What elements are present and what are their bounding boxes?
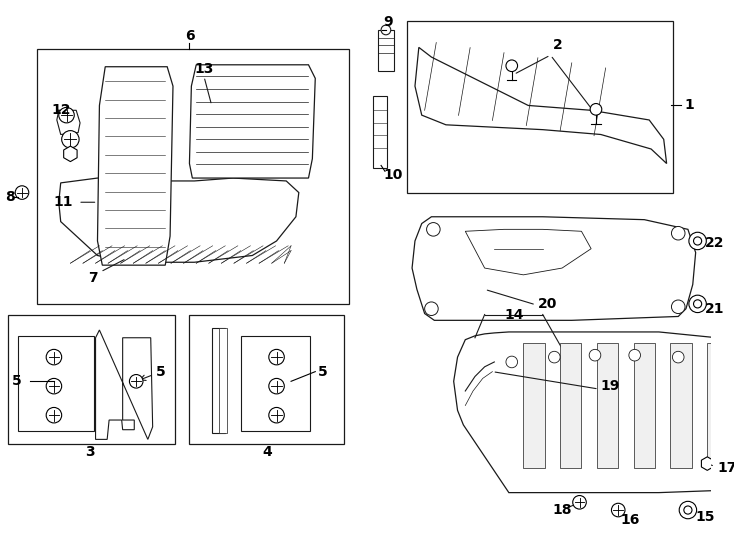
Circle shape [689,232,706,249]
Text: 19: 19 [601,379,620,393]
Circle shape [713,359,724,370]
Circle shape [426,222,440,236]
Text: 1: 1 [684,98,694,112]
Circle shape [381,25,390,35]
Bar [670,342,691,468]
Circle shape [629,349,641,361]
Polygon shape [412,217,696,320]
Bar [18,336,94,431]
Text: 15: 15 [696,510,715,524]
Circle shape [62,131,79,148]
Circle shape [506,60,517,72]
Text: 5: 5 [156,364,165,379]
Bar [407,21,673,193]
Bar [211,328,225,433]
Circle shape [269,349,284,365]
Bar [378,30,393,71]
Bar [8,314,175,444]
Text: 20: 20 [538,297,557,311]
Text: 6: 6 [185,29,195,43]
Text: 18: 18 [553,503,572,517]
Bar [523,342,545,468]
Circle shape [269,408,284,423]
Polygon shape [189,65,316,178]
Circle shape [689,295,706,313]
Polygon shape [98,67,173,265]
Text: 2: 2 [553,38,562,52]
Circle shape [694,300,702,308]
Circle shape [672,226,685,240]
Text: 11: 11 [54,195,73,209]
Text: 12: 12 [51,103,70,117]
Circle shape [15,186,29,199]
Circle shape [269,379,284,394]
Text: 7: 7 [88,271,98,285]
Bar [560,342,581,468]
Text: 5: 5 [12,374,22,388]
Circle shape [46,379,62,394]
Polygon shape [465,230,591,275]
Bar [241,336,310,431]
Circle shape [589,349,601,361]
Polygon shape [454,332,734,492]
Circle shape [46,349,62,365]
Polygon shape [95,330,153,440]
Circle shape [425,302,438,315]
Text: 13: 13 [195,62,214,76]
Text: 16: 16 [620,512,639,526]
Polygon shape [702,457,713,470]
Polygon shape [415,48,666,164]
Circle shape [672,352,684,363]
Circle shape [590,104,602,115]
Circle shape [679,501,697,519]
Circle shape [46,408,62,423]
Text: 10: 10 [383,168,402,182]
Text: 5: 5 [318,364,328,379]
Text: 8: 8 [6,191,15,205]
Circle shape [672,300,685,314]
Circle shape [548,352,560,363]
Circle shape [694,237,702,245]
Bar [219,328,228,433]
Polygon shape [64,146,77,161]
Bar [374,96,387,168]
Text: 3: 3 [85,445,95,459]
Text: 21: 21 [705,302,725,316]
Text: 22: 22 [705,236,725,250]
Bar [633,342,655,468]
Bar [597,342,618,468]
Text: 4: 4 [262,445,272,459]
Circle shape [684,506,692,514]
Polygon shape [59,178,299,262]
Text: 9: 9 [383,15,393,29]
Bar [189,314,344,444]
Text: 14: 14 [504,307,523,321]
Circle shape [129,375,143,388]
Circle shape [573,496,586,509]
Circle shape [611,503,625,517]
Circle shape [59,107,74,123]
Circle shape [506,356,517,368]
Text: 17: 17 [717,461,734,475]
Bar [708,342,729,468]
Bar [37,49,349,304]
